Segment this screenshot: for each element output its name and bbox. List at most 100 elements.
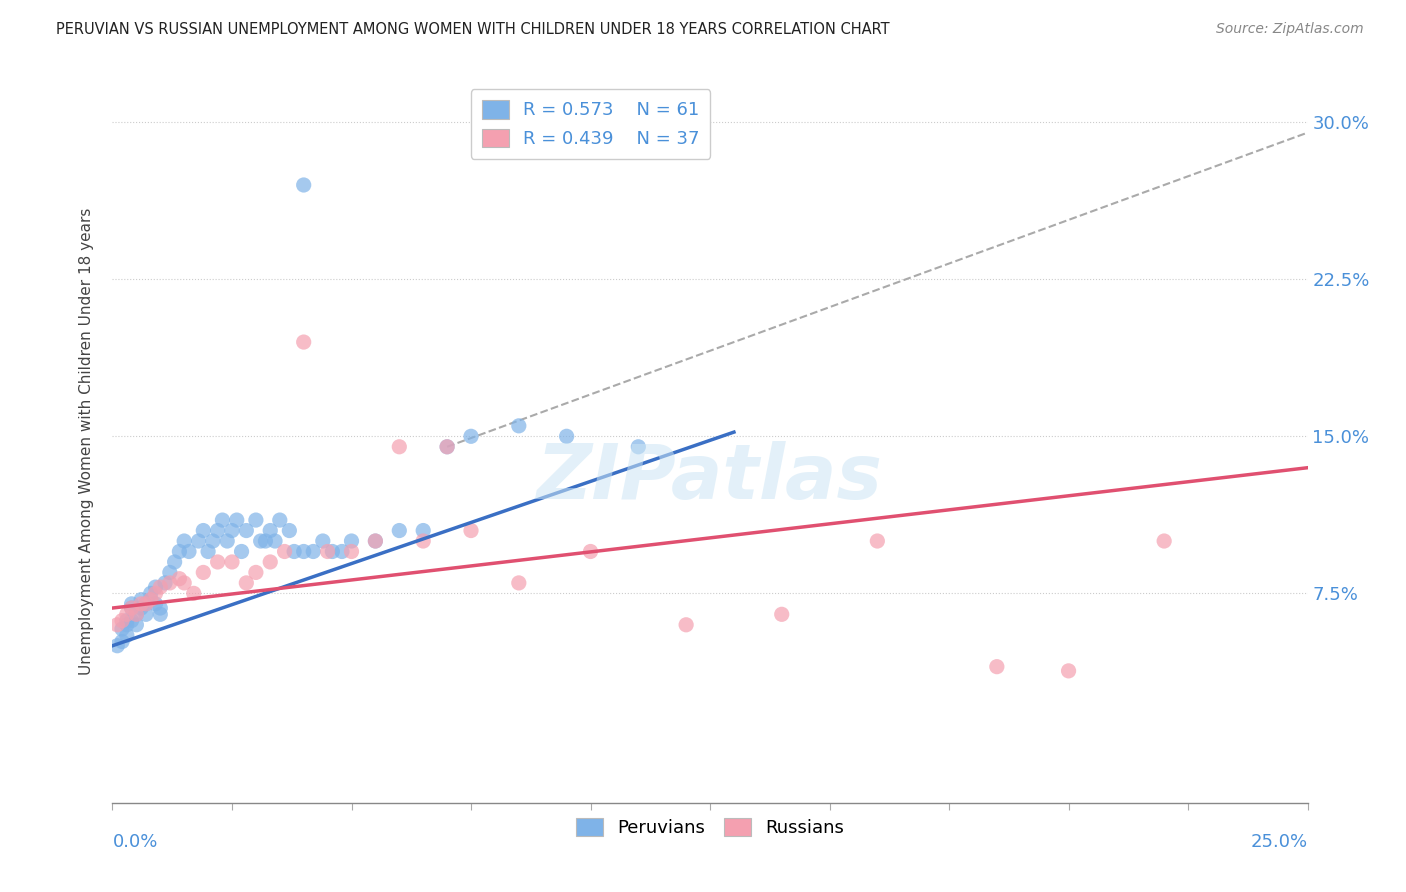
Point — [129, 592, 152, 607]
Point — [145, 586, 167, 600]
Point — [627, 440, 650, 454]
Point — [149, 580, 172, 594]
Point — [201, 534, 224, 549]
Point — [217, 534, 239, 549]
Point — [173, 534, 195, 549]
Point — [254, 534, 277, 549]
Point — [135, 597, 157, 611]
Point — [364, 534, 387, 549]
Point — [139, 592, 162, 607]
Point — [388, 440, 411, 454]
Point — [173, 575, 195, 590]
Point — [412, 534, 434, 549]
Point — [153, 575, 176, 590]
Point — [193, 524, 215, 538]
Point — [259, 555, 281, 569]
Point — [579, 544, 602, 558]
Point — [163, 555, 186, 569]
Point — [330, 544, 353, 558]
Point — [221, 555, 243, 569]
Point — [245, 513, 267, 527]
Text: Source: ZipAtlas.com: Source: ZipAtlas.com — [1216, 22, 1364, 37]
Point — [245, 566, 267, 580]
Point — [211, 513, 233, 527]
Point — [302, 544, 325, 558]
Point — [135, 607, 157, 622]
Point — [125, 617, 148, 632]
Point — [183, 586, 205, 600]
Legend: Peruvians, Russians: Peruvians, Russians — [569, 811, 851, 845]
Point — [273, 544, 295, 558]
Point — [269, 513, 291, 527]
Point — [292, 334, 315, 349]
Point — [508, 418, 530, 433]
Point — [312, 534, 335, 549]
Point — [340, 544, 363, 558]
Point — [105, 639, 128, 653]
Point — [436, 440, 458, 454]
Point — [221, 524, 243, 538]
Point — [115, 607, 138, 622]
Point — [121, 601, 143, 615]
Point — [149, 601, 172, 615]
Point — [235, 524, 257, 538]
Point — [149, 607, 172, 622]
Point — [460, 429, 482, 443]
Point — [139, 592, 162, 607]
Point — [278, 524, 301, 538]
Point — [159, 575, 181, 590]
Point — [129, 597, 152, 611]
Point — [197, 544, 219, 558]
Point — [111, 634, 134, 648]
Point — [866, 534, 889, 549]
Point — [145, 580, 167, 594]
Point — [111, 614, 134, 628]
Point — [675, 617, 697, 632]
Point — [177, 544, 200, 558]
Point — [292, 178, 315, 192]
Text: ZIPatlas: ZIPatlas — [537, 441, 883, 515]
Point — [283, 544, 305, 558]
Y-axis label: Unemployment Among Women with Children Under 18 years: Unemployment Among Women with Children U… — [79, 208, 94, 675]
Point — [139, 586, 162, 600]
Point — [105, 617, 128, 632]
Text: 0.0%: 0.0% — [112, 833, 157, 851]
Point — [207, 524, 229, 538]
Point — [159, 566, 181, 580]
Point — [121, 601, 143, 615]
Point — [135, 597, 157, 611]
Point — [125, 607, 148, 622]
Point — [292, 544, 315, 558]
Point — [187, 534, 209, 549]
Text: PERUVIAN VS RUSSIAN UNEMPLOYMENT AMONG WOMEN WITH CHILDREN UNDER 18 YEARS CORREL: PERUVIAN VS RUSSIAN UNEMPLOYMENT AMONG W… — [56, 22, 890, 37]
Point — [115, 628, 138, 642]
Point — [770, 607, 793, 622]
Point — [364, 534, 387, 549]
Point — [115, 614, 138, 628]
Point — [508, 575, 530, 590]
Point — [235, 575, 257, 590]
Point — [169, 544, 191, 558]
Point — [1153, 534, 1175, 549]
Point — [193, 566, 215, 580]
Point — [259, 524, 281, 538]
Point — [115, 617, 138, 632]
Point — [121, 597, 143, 611]
Point — [436, 440, 458, 454]
Point — [125, 607, 148, 622]
Point — [388, 524, 411, 538]
Point — [1057, 664, 1080, 678]
Point — [249, 534, 271, 549]
Point — [231, 544, 253, 558]
Point — [129, 601, 152, 615]
Text: 25.0%: 25.0% — [1250, 833, 1308, 851]
Point — [111, 622, 134, 636]
Point — [412, 524, 434, 538]
Point — [340, 534, 363, 549]
Point — [321, 544, 343, 558]
Point — [169, 572, 191, 586]
Point — [460, 524, 482, 538]
Point — [986, 659, 1008, 673]
Point — [264, 534, 287, 549]
Point — [207, 555, 229, 569]
